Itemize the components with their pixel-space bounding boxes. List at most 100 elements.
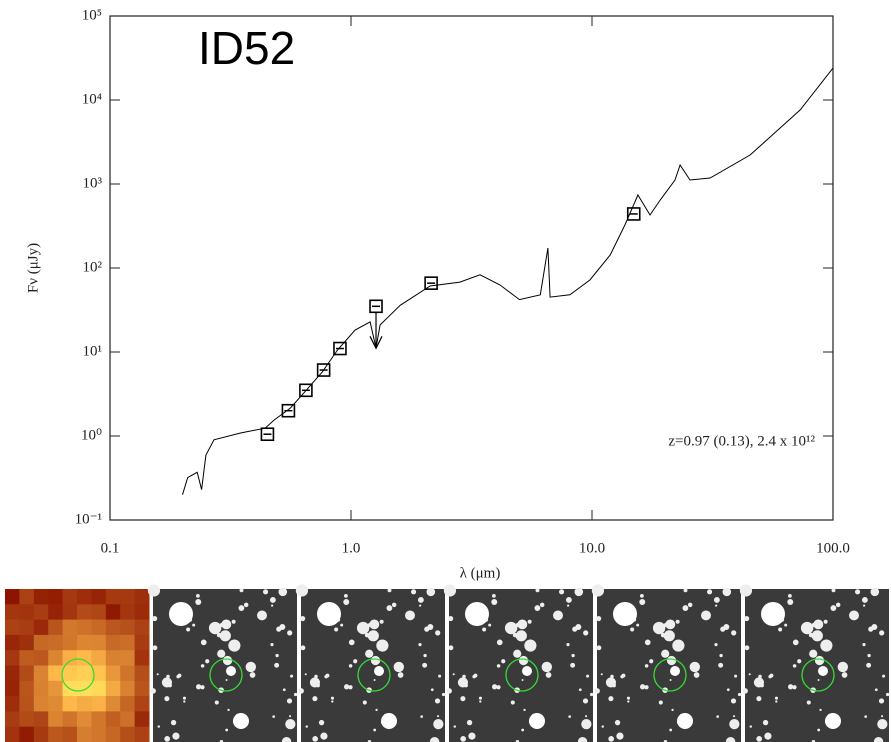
star	[809, 649, 818, 658]
pixel	[134, 619, 150, 636]
star	[535, 588, 540, 593]
pixel	[91, 634, 107, 651]
star	[823, 619, 828, 624]
pixel	[77, 696, 92, 712]
star	[586, 674, 590, 678]
star	[226, 666, 236, 676]
star	[496, 639, 503, 646]
x-tick-label: 1.0	[342, 540, 361, 556]
star	[819, 708, 822, 712]
star	[636, 623, 640, 627]
star	[275, 653, 279, 658]
star	[518, 655, 529, 666]
star	[585, 715, 588, 718]
star	[639, 598, 646, 605]
pixel	[105, 726, 121, 742]
pixel	[134, 726, 150, 742]
star	[279, 624, 286, 630]
pixel	[5, 604, 20, 621]
star	[387, 588, 392, 593]
star	[448, 645, 454, 651]
pixel	[5, 711, 20, 728]
star	[504, 621, 518, 635]
y-tick-label: 10¹	[83, 343, 103, 359]
pixel	[134, 696, 150, 712]
y-tick-label: 10³	[83, 175, 103, 191]
pixel	[120, 619, 136, 636]
pixel	[77, 634, 92, 651]
pixel	[33, 711, 49, 728]
star	[343, 594, 348, 598]
star	[649, 659, 654, 664]
star	[418, 643, 422, 647]
star	[830, 605, 837, 611]
star	[545, 672, 552, 678]
star	[381, 713, 397, 729]
star	[835, 602, 841, 608]
star	[314, 674, 318, 679]
star	[290, 674, 294, 678]
star	[466, 719, 473, 726]
star	[608, 696, 614, 702]
pixel	[48, 726, 64, 742]
photometry-point	[424, 276, 438, 290]
star	[733, 715, 736, 718]
star	[441, 692, 446, 697]
star	[713, 597, 720, 603]
star	[219, 630, 231, 642]
pixel	[5, 665, 20, 682]
photometry-point	[281, 403, 296, 418]
star	[756, 736, 763, 742]
star	[539, 602, 545, 608]
star	[164, 696, 170, 702]
star	[737, 692, 742, 697]
star	[813, 619, 824, 630]
star	[714, 643, 718, 647]
star	[811, 630, 823, 642]
star	[522, 666, 532, 676]
target-circle	[61, 658, 95, 692]
pixel	[62, 696, 78, 712]
star	[318, 719, 325, 726]
star	[317, 602, 341, 626]
star	[460, 696, 466, 702]
star	[870, 587, 880, 597]
star	[683, 588, 688, 593]
star	[231, 619, 236, 624]
star	[672, 639, 685, 652]
star	[334, 627, 339, 632]
pixel	[33, 726, 49, 742]
star	[652, 621, 666, 635]
pixel	[5, 680, 20, 697]
star	[245, 661, 257, 673]
image-cutouts	[5, 584, 890, 742]
star	[369, 619, 380, 630]
pixel	[134, 634, 150, 651]
star	[426, 587, 436, 597]
pixel	[62, 665, 78, 682]
target-circle	[357, 658, 391, 692]
star	[222, 655, 233, 666]
star	[574, 587, 584, 597]
pixel	[134, 711, 150, 728]
star	[671, 708, 674, 712]
point-box	[333, 341, 347, 356]
star	[156, 673, 159, 676]
star	[640, 684, 646, 690]
star	[575, 624, 582, 630]
star	[282, 688, 286, 692]
pixel	[105, 619, 121, 636]
star	[627, 700, 630, 703]
star	[568, 715, 571, 718]
cutout	[5, 589, 150, 742]
star	[373, 679, 376, 682]
pixel	[19, 665, 35, 682]
pixel	[48, 680, 64, 697]
star	[715, 604, 718, 607]
star	[524, 639, 537, 652]
star	[600, 673, 603, 676]
pixel	[33, 604, 49, 621]
star	[448, 615, 454, 622]
star	[478, 696, 483, 700]
